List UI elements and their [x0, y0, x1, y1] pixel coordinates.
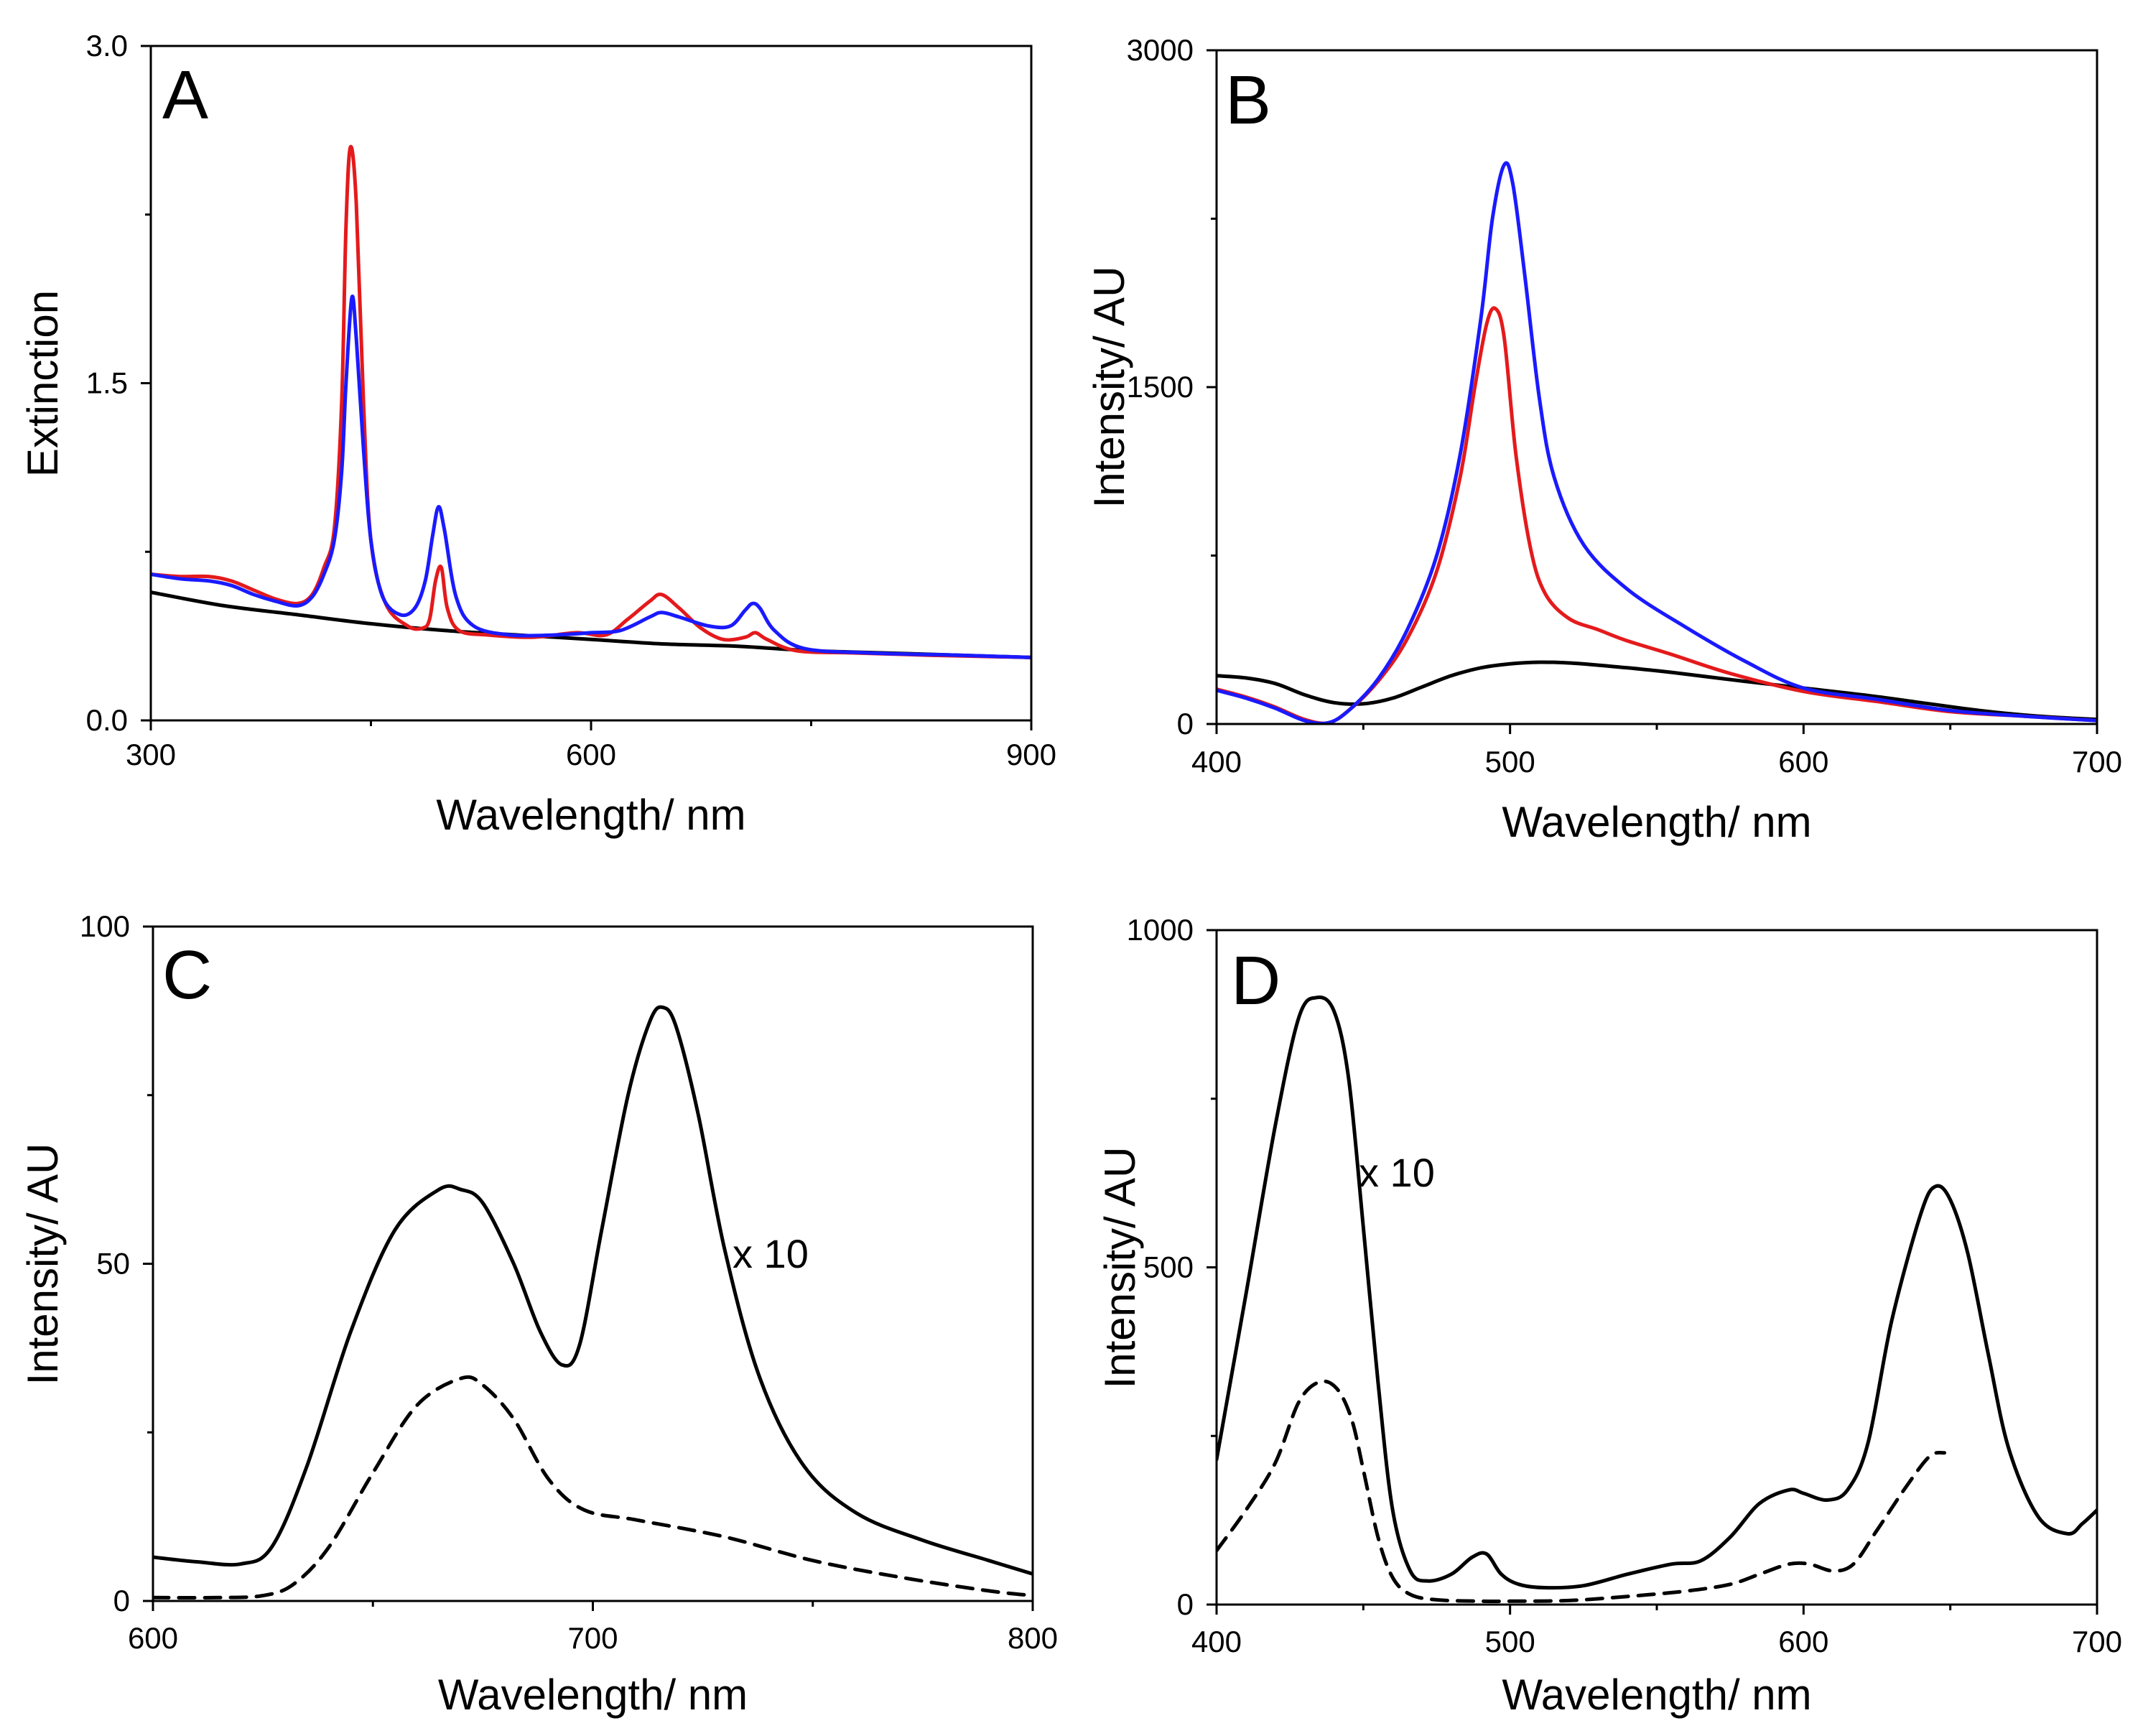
series-line-black — [1217, 660, 2097, 722]
x-axis-label: Wavelength/ nm — [438, 1671, 748, 1719]
y-tick-label: 100 — [80, 909, 130, 943]
series-group — [1217, 995, 2097, 1603]
x-tick-label: 600 — [1778, 1625, 1828, 1658]
series-line-solid — [1217, 995, 2097, 1590]
y-tick-label: 0 — [113, 1584, 130, 1617]
y-tick-label: 0.0 — [86, 703, 128, 737]
series-group — [153, 1005, 1033, 1600]
x-tick-label: 800 — [1008, 1621, 1058, 1655]
x-tick-label: 700 — [567, 1621, 618, 1655]
panel-letter: A — [162, 57, 208, 134]
y-tick-label: 50 — [96, 1247, 130, 1281]
y-axis-label: Intensity/ AU — [1096, 1147, 1144, 1389]
series-line-solid — [153, 1005, 1033, 1576]
x-tick-label: 700 — [2072, 745, 2122, 779]
y-tick-label: 1500 — [1127, 370, 1194, 404]
y-axis-label: Intensity/ AU — [19, 1143, 67, 1385]
panel-d: 400 500 600 700 0 500 1000 Wavelength/ nm Intens… — [1096, 913, 2122, 1719]
x-tick-label: 300 — [126, 738, 176, 771]
y-tick-label: 1.5 — [86, 366, 128, 400]
x-tick-label: 900 — [1006, 738, 1056, 771]
plot-frame — [1215, 929, 2098, 1606]
y-tick-label: 500 — [1143, 1250, 1194, 1284]
series-group — [1217, 161, 2097, 724]
y-axis-label: Intensity/ AU — [1085, 266, 1133, 509]
y-tick-label: 3.0 — [86, 29, 128, 62]
x-axis-label: Wavelength/ nm — [1502, 1671, 1811, 1719]
y-tick-label: 0 — [1177, 707, 1194, 741]
series-line-blue — [1217, 161, 2097, 724]
annotation-x10: x 10 — [1359, 1150, 1435, 1195]
x-axis-label: Wavelength/ nm — [436, 791, 745, 839]
panel-a: 300 600 900 0.0 1.5 3.0 Wavelength/ nm Extincti… — [19, 29, 1056, 839]
panel-letter: B — [1225, 62, 1271, 139]
plot-frame — [152, 925, 1034, 1602]
x-tick-label: 400 — [1191, 1625, 1242, 1658]
series-line-dashed — [153, 1375, 1033, 1600]
x-tick-label: 700 — [2072, 1625, 2122, 1658]
x-tick-label: 600 — [128, 1621, 178, 1655]
y-axis-label: Extinction — [19, 290, 67, 477]
series-line-blue — [151, 294, 1031, 659]
x-axis-label: Wavelength/ nm — [1502, 798, 1811, 846]
series-group — [151, 144, 1031, 659]
series-line-red — [151, 144, 1031, 659]
panel-c: 600 700 800 0 50 100 Wavelength/ nm Intensity/ … — [19, 909, 1058, 1719]
series-line-dashed — [1217, 1379, 1946, 1603]
plot-frame — [149, 45, 1033, 722]
y-tick-label: 0 — [1177, 1587, 1194, 1621]
y-tick-label: 3000 — [1127, 33, 1194, 67]
plot-frame — [1215, 49, 2098, 725]
y-tick-label: 1000 — [1127, 913, 1194, 947]
x-tick-label: 500 — [1485, 1625, 1535, 1658]
panel-b: 400 500 600 700 0 1500 3000 Wavelength/ nm Inten… — [1085, 33, 2122, 846]
x-tick-label: 400 — [1191, 745, 1242, 779]
panel-letter: C — [162, 937, 212, 1013]
annotation-x10: x 10 — [733, 1231, 809, 1276]
x-tick-label: 600 — [1778, 745, 1828, 779]
panel-letter: D — [1231, 942, 1280, 1019]
series-line-red — [1217, 306, 2097, 724]
x-tick-label: 500 — [1485, 745, 1535, 779]
x-tick-label: 600 — [566, 738, 616, 771]
